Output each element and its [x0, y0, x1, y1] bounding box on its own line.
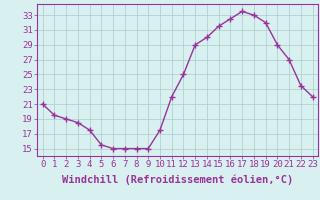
X-axis label: Windchill (Refroidissement éolien,°C): Windchill (Refroidissement éolien,°C)	[62, 175, 293, 185]
